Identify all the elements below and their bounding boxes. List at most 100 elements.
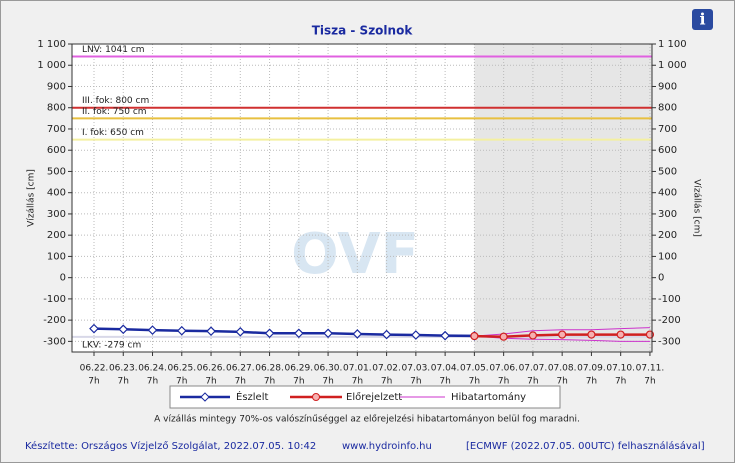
y-tick-label: 900 [47, 81, 66, 92]
plot-frame [71, 43, 653, 353]
x-hour-label: 7h [322, 377, 333, 387]
x-hour-label: 7h [410, 377, 421, 387]
x-tick-label: 06.23. [109, 364, 138, 374]
legend-marker [200, 392, 210, 402]
x-hour-label: 7h [439, 377, 450, 387]
level-label: III. fok: 800 cm [82, 96, 149, 106]
marker [293, 328, 304, 339]
marker [587, 330, 596, 339]
y-tick-label: 1 000 [37, 60, 66, 71]
x-tick-label: 07.06. [489, 364, 518, 374]
legend-label: Hibatartomány [451, 391, 526, 403]
y2-tick-label: -200 [658, 315, 681, 326]
y-tick-label: -300 [43, 336, 66, 347]
level-label: LKV: -279 cm [82, 340, 141, 350]
x-tick-label: 07.08. [548, 364, 577, 374]
y2-tick-label: 800 [658, 103, 677, 114]
footer-url: www.hydroinfo.hu [342, 441, 432, 452]
level-label: II. fok: 750 cm [82, 107, 147, 117]
y2-tick-label: 1 000 [658, 60, 687, 71]
y-axis-label: Vízállás [cm] [27, 169, 37, 227]
watermark: OVF [291, 222, 419, 287]
x-hour-label: 7h [147, 377, 158, 387]
y2-tick-label: 300 [658, 209, 677, 220]
chart-title: Tisza - Szolnok [312, 24, 414, 38]
legend-marker [312, 393, 320, 401]
legend-box [169, 385, 561, 409]
marker [499, 332, 508, 341]
marker [558, 330, 567, 339]
x-tick-label: 07.01. [343, 364, 372, 374]
x-tick-label: 07.11. [636, 364, 665, 374]
x-hour-label: 7h [352, 377, 363, 387]
footer-author: Készítette: Országos Vízjelző Szolgálat,… [25, 440, 316, 452]
x-hour-label: 7h [381, 377, 392, 387]
y2-axis-label: Vízállás [cm] [692, 179, 702, 237]
y-tick-label: 800 [47, 103, 66, 114]
note: A vízállás mintegy 70%-os valószínűségge… [154, 414, 580, 425]
y-tick-label: 200 [47, 230, 66, 241]
series-line [93, 327, 475, 338]
y2-tick-label: 1 100 [658, 39, 687, 50]
y-tick-label: 1 100 [37, 39, 66, 50]
marker [440, 330, 450, 341]
y2-tick-label: 100 [658, 251, 677, 262]
x-tick-label: 07.09. [577, 364, 606, 374]
marker [176, 325, 187, 336]
marker [616, 330, 625, 339]
x-hour-label: 7h [615, 377, 626, 387]
y-tick-label: 600 [47, 145, 66, 156]
y-tick-label: 400 [47, 188, 66, 199]
marker [470, 331, 479, 341]
marker [206, 326, 216, 337]
marker [323, 328, 333, 339]
marker [147, 325, 158, 335]
x-tick-label: 07.03. [402, 364, 431, 374]
x-hour-label: 7h [527, 377, 538, 387]
info-button[interactable] [692, 9, 713, 30]
y-tick-label: 500 [47, 166, 66, 177]
y2-tick-label: 400 [658, 188, 677, 199]
level-label: I. fok: 650 cm [82, 128, 144, 138]
x-tick-label: 06.30. [314, 364, 343, 374]
marker [118, 324, 129, 335]
y2-tick-label: 600 [658, 145, 677, 156]
y-tick-label: 300 [47, 209, 66, 220]
y-tick-label: -200 [43, 315, 66, 326]
marker [235, 326, 246, 337]
marker [89, 323, 99, 334]
x-hour-label: 7h [469, 377, 480, 387]
x-tick-label: 07.02. [372, 364, 401, 374]
level-label: LNV: 1041 cm [82, 45, 145, 55]
x-tick-label: 06.27. [226, 364, 255, 374]
x-tick-label: 07.10. [606, 364, 635, 374]
y2-tick-label: 900 [658, 81, 677, 92]
y2-tick-label: 0 [658, 273, 664, 284]
x-tick-label: 07.07. [519, 364, 548, 374]
x-hour-label: 7h [118, 377, 129, 387]
y-tick-label: -100 [43, 294, 66, 305]
x-hour-label: 7h [586, 377, 597, 387]
footer-source: [ECMWF (2022.07.05. 00UTC) felhasználásá… [466, 440, 705, 452]
x-tick-label: 06.25. [167, 364, 196, 374]
y2-tick-label: 200 [658, 230, 677, 241]
y2-tick-label: -100 [658, 294, 681, 305]
marker [411, 330, 421, 340]
y-tick-label: 100 [47, 251, 66, 262]
x-hour-label: 7h [556, 377, 567, 387]
y-tick-label: 0 [60, 273, 66, 284]
x-hour-label: 7h [644, 377, 655, 387]
info-icon[interactable]: i [699, 10, 705, 29]
y-tick-label: 700 [47, 124, 66, 135]
x-hour-label: 7h [264, 377, 275, 387]
legend-label: Észlelt [236, 390, 268, 403]
y2-tick-label: 500 [658, 166, 677, 177]
y2-tick-label: -300 [658, 336, 681, 347]
marker [352, 329, 363, 339]
x-tick-label: 06.29. [284, 364, 313, 374]
x-tick-label: 06.28. [255, 364, 284, 374]
x-hour-label: 7h [498, 377, 509, 387]
x-tick-label: 07.04. [431, 364, 460, 374]
x-hour-label: 7h [235, 377, 246, 387]
